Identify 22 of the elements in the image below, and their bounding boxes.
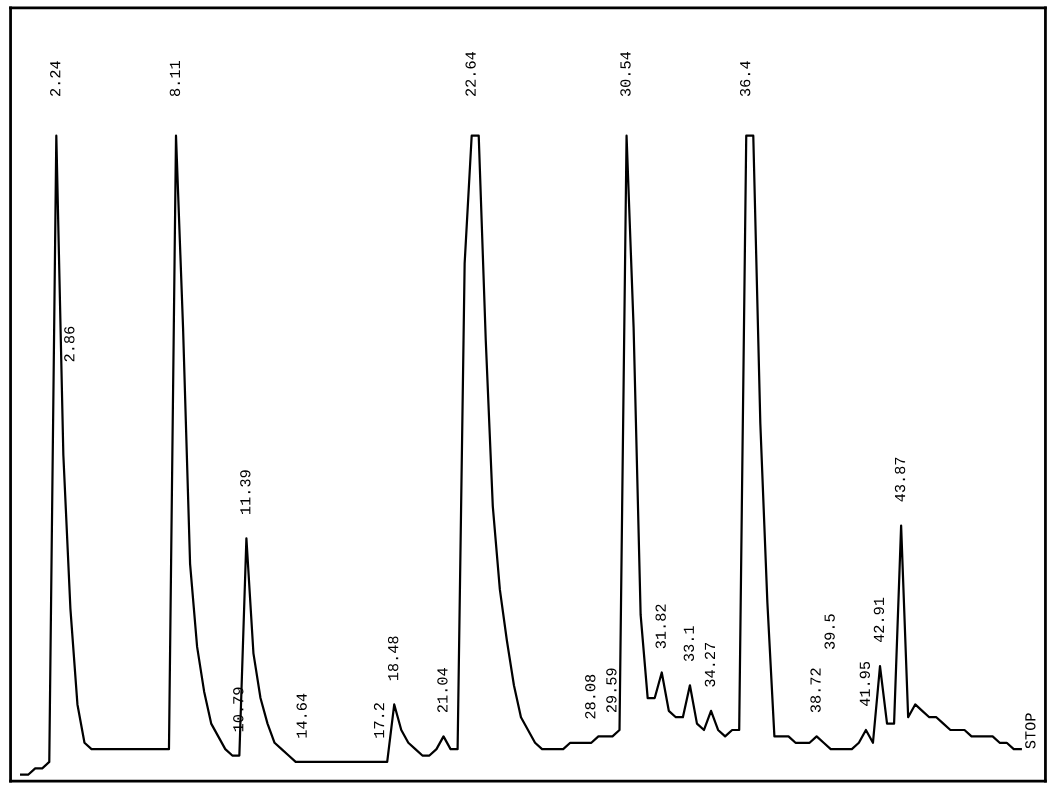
x-tick-label: 33.1: [683, 626, 695, 662]
x-tick-label: 34.27: [704, 642, 716, 687]
x-tick-label: 2.86: [64, 326, 75, 362]
x-tick-label: 14.64: [296, 693, 307, 738]
x-tick-label: 39.5: [824, 614, 835, 650]
x-tick-label: 17.2: [373, 703, 385, 738]
x-tick-label: 21.04: [437, 668, 448, 713]
x-tick-label: 30.54: [620, 51, 631, 97]
x-tick-label: 31.82: [655, 604, 666, 649]
x-tick-label: 18.48: [387, 636, 399, 681]
x-tick-label: 29.59: [606, 668, 617, 713]
text: STOP: [1025, 713, 1036, 749]
x-tick-label: 38.72: [810, 668, 821, 713]
x-tick-label: 43.87: [894, 457, 906, 502]
x-tick-label: 8.11: [169, 61, 181, 97]
x-tick-label: 22.64: [465, 51, 476, 96]
x-tick-label: 2.24: [50, 61, 61, 96]
x-tick-label: 42.91: [873, 597, 885, 643]
x-tick-label: 41.95: [859, 661, 871, 707]
x-tick-label: 28.08: [585, 674, 596, 719]
x-tick-label: 11.39: [240, 470, 251, 514]
x-tick-label: 36.4: [739, 61, 751, 97]
